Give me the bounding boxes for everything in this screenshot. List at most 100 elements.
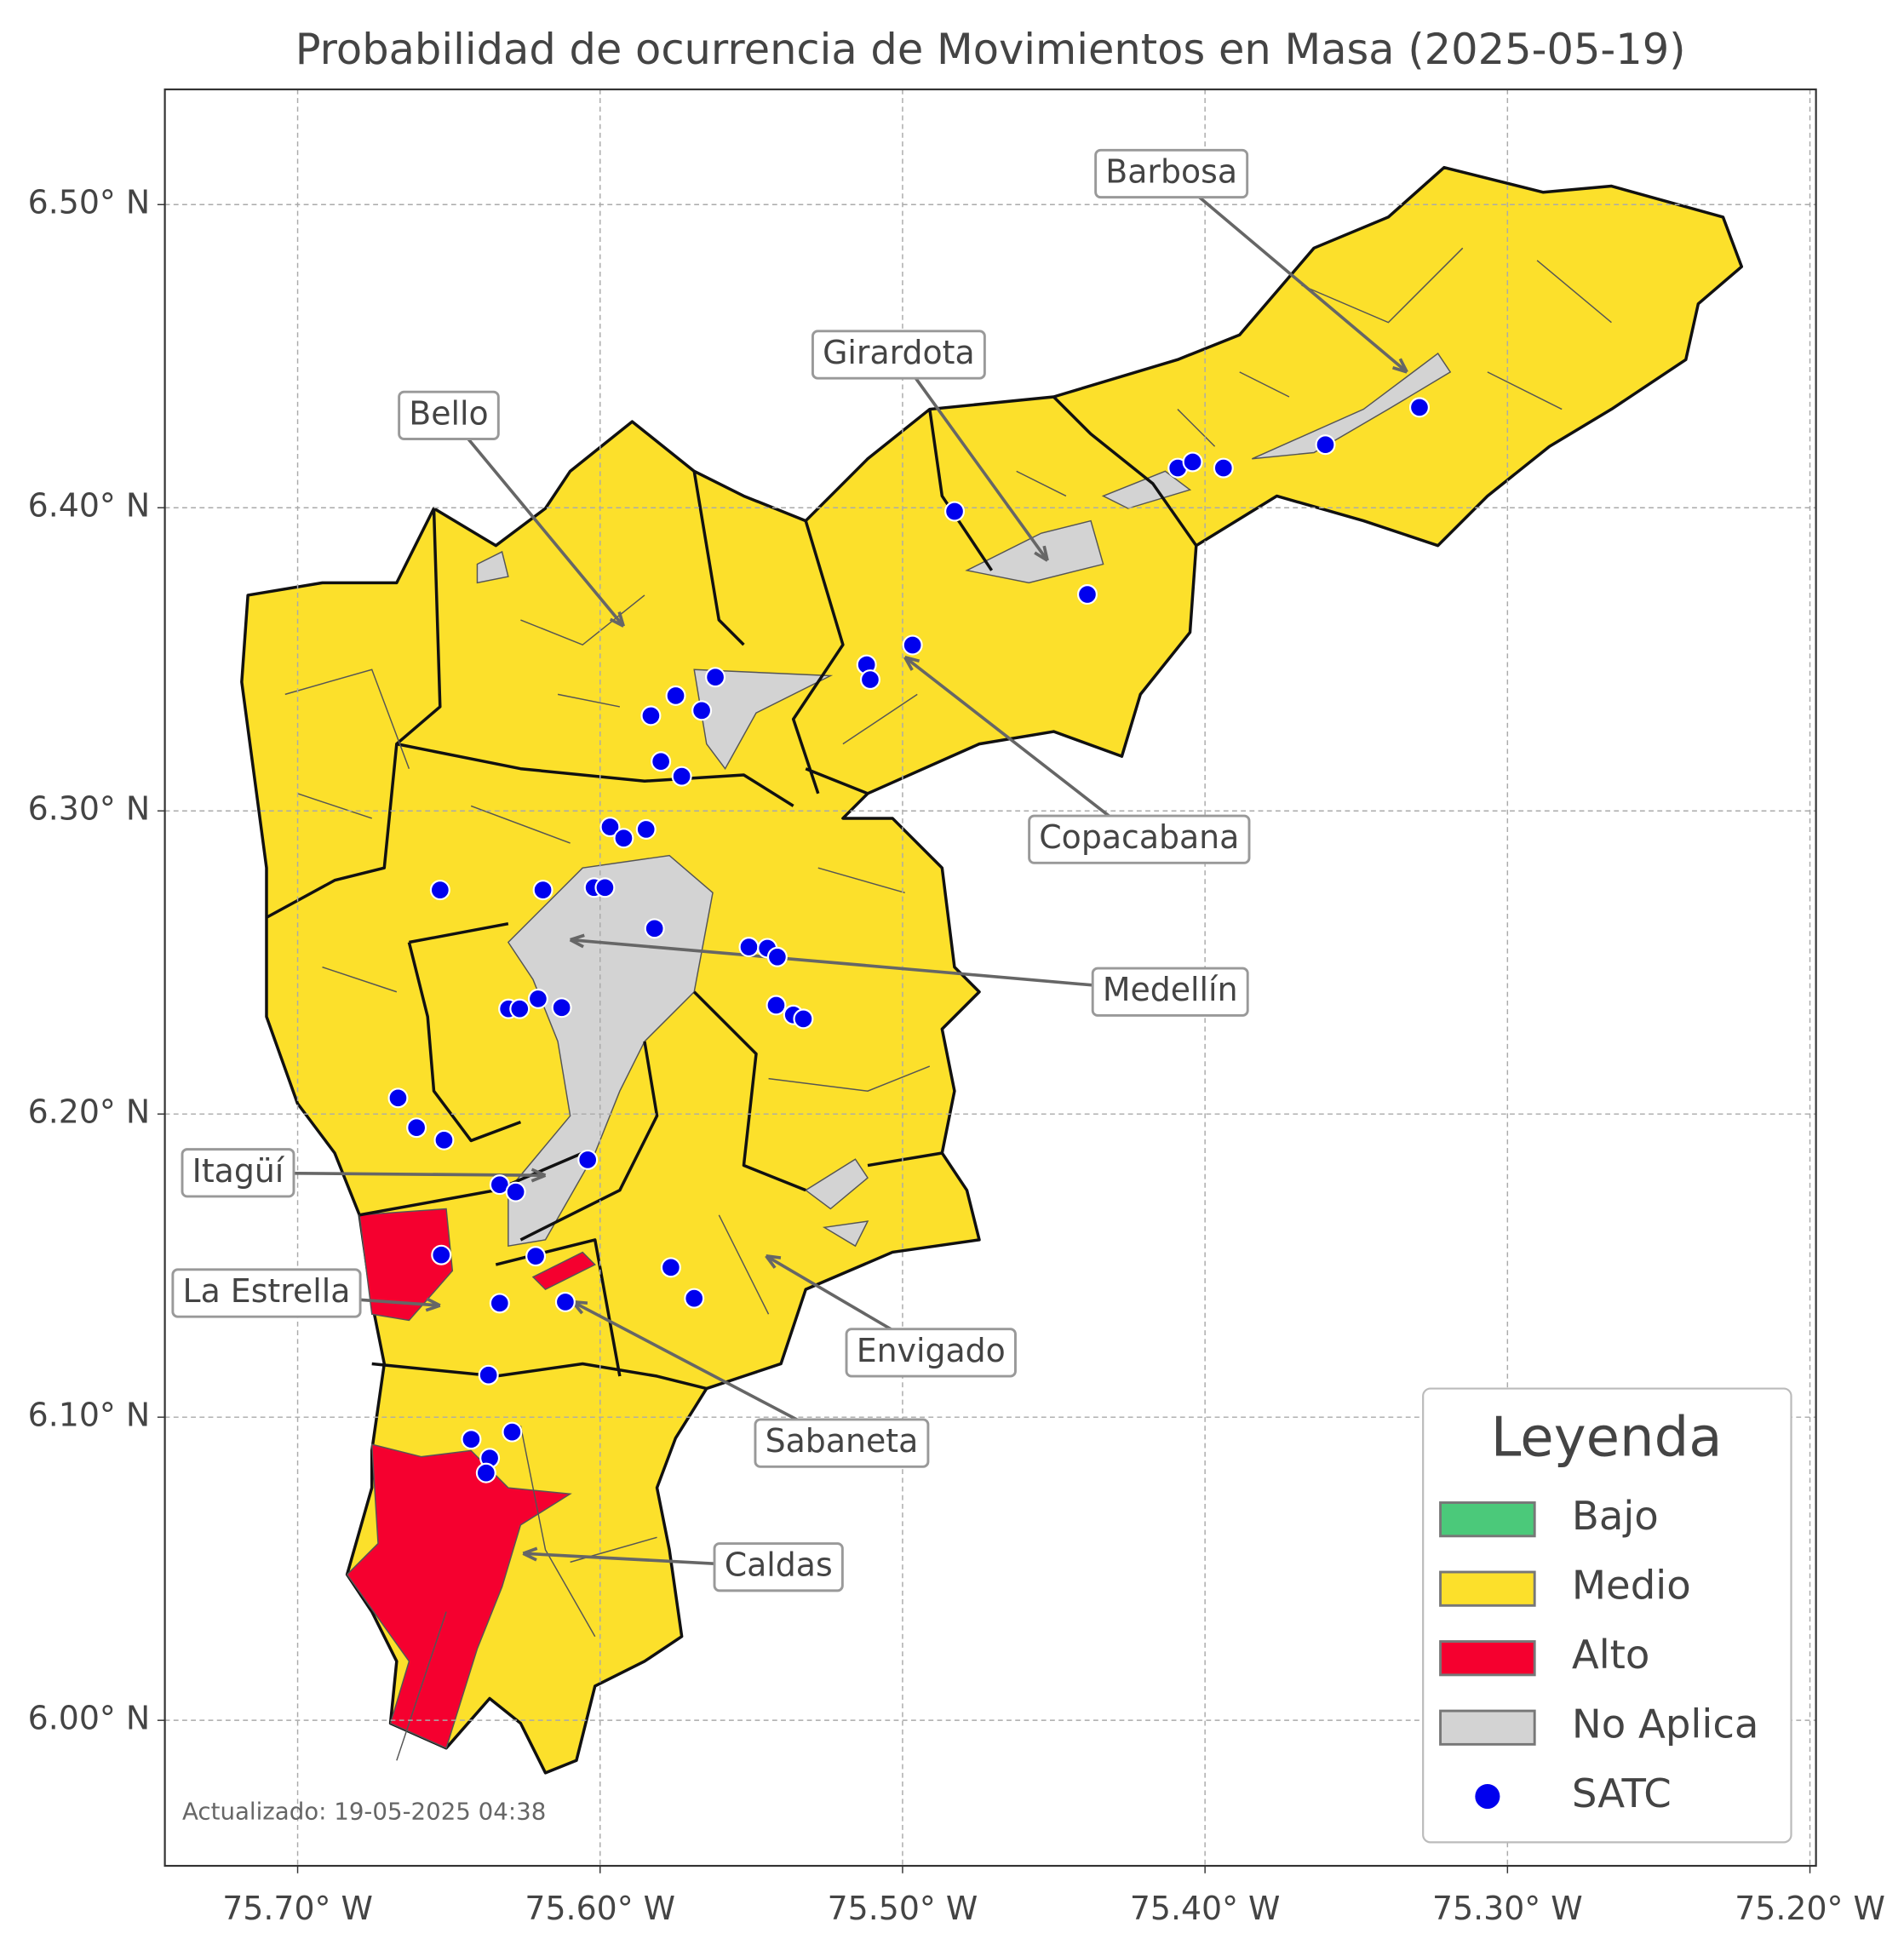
x-tick-label: 75.50° W	[828, 1890, 978, 1927]
station	[433, 1129, 455, 1150]
station	[505, 1181, 526, 1202]
legend-label: Alto	[1572, 1632, 1650, 1678]
annotation-box	[845, 1328, 1017, 1378]
annotation-label: Sabaneta	[766, 1422, 919, 1460]
y-tick-label: 6.20° N	[28, 1093, 150, 1131]
annotation-arrow	[903, 656, 1140, 841]
plot-frame	[163, 88, 1817, 1868]
station	[738, 937, 760, 958]
station	[1213, 457, 1234, 479]
station	[944, 501, 966, 522]
legend-label: SATC	[1572, 1770, 1672, 1816]
station	[671, 766, 692, 787]
annotation-arrow	[897, 353, 1049, 562]
station	[532, 880, 553, 901]
station	[793, 1008, 814, 1030]
station	[429, 880, 450, 901]
annotation-label: Caldas	[725, 1546, 833, 1584]
station	[684, 1288, 705, 1309]
station	[859, 669, 880, 691]
x-tick-label: 75.40° W	[1130, 1890, 1281, 1927]
station	[691, 700, 713, 721]
station	[1182, 451, 1203, 473]
arrow-head	[609, 611, 625, 628]
station	[525, 1246, 547, 1267]
station	[902, 634, 923, 656]
municipal-border	[266, 395, 1198, 1391]
station	[766, 946, 788, 967]
legend: Leyenda Bajo Medio Alto No Aplica SATC	[1422, 1387, 1792, 1844]
annotation-label: Copacabana	[1039, 818, 1239, 856]
legend-title: Leyenda	[1491, 1406, 1723, 1469]
station	[599, 817, 621, 838]
annotation-box	[171, 1268, 362, 1318]
annotations: Barbosa Girardota Bello Copacabana Medellín I…	[171, 148, 1408, 1592]
x-tick-label: 75.60° W	[525, 1890, 675, 1927]
x-tick-label: 75.30° W	[1432, 1890, 1583, 1927]
annotation-label: Bello	[409, 394, 488, 432]
legend-label: Medio	[1572, 1562, 1691, 1608]
arrow-head	[1392, 358, 1408, 374]
arrow-head	[522, 1546, 538, 1562]
arrow-head	[425, 1297, 441, 1312]
station	[594, 877, 616, 898]
station	[651, 751, 672, 772]
legend-swatch	[1439, 1570, 1536, 1607]
annotation-label: La Estrella	[183, 1272, 351, 1310]
station	[1315, 434, 1336, 456]
y-tick-label: 6.10° N	[28, 1397, 150, 1434]
station	[705, 667, 726, 688]
station	[502, 1421, 523, 1443]
station	[613, 828, 634, 849]
station	[461, 1429, 482, 1450]
annotation-box	[754, 1418, 930, 1468]
station	[551, 997, 572, 1018]
annotation-box	[811, 330, 986, 380]
station	[577, 1149, 599, 1170]
station	[766, 995, 787, 1016]
y-tick-label: 6.50° N	[28, 184, 150, 221]
station	[387, 1087, 409, 1109]
annotation-box	[713, 1542, 844, 1592]
station	[478, 1364, 499, 1386]
legend-swatch	[1439, 1501, 1536, 1538]
station	[489, 1293, 510, 1314]
region-alto	[346, 1208, 596, 1749]
y-tick-label: 6.30° N	[28, 790, 150, 828]
arrow-head	[569, 933, 585, 949]
arrow-head	[1034, 545, 1049, 562]
annotation-box	[1094, 148, 1249, 199]
subdivision	[284, 247, 1612, 1761]
station	[554, 1291, 576, 1312]
annotation-box	[398, 390, 500, 440]
station	[1076, 584, 1098, 605]
stations	[387, 397, 1430, 1483]
legend-swatch	[1439, 1709, 1536, 1746]
station	[509, 998, 530, 1019]
regions	[240, 165, 1744, 1775]
x-tick-label: 75.20° W	[1735, 1890, 1885, 1927]
arrow-head	[765, 1254, 782, 1269]
annotation-box	[181, 1148, 295, 1198]
legend-label: No Aplica	[1572, 1701, 1759, 1747]
footnote: Actualizado: 19-05-2025 04:38	[182, 1797, 546, 1825]
arrow-head	[903, 655, 920, 671]
annotation-box	[1028, 814, 1251, 864]
y-tick-label: 6.40° N	[28, 487, 150, 525]
arrow-head	[530, 1168, 547, 1183]
legend-label: Bajo	[1572, 1493, 1659, 1539]
annotation-arrow	[570, 938, 1171, 994]
station	[665, 685, 686, 706]
station	[527, 988, 548, 1009]
station	[406, 1117, 427, 1139]
annotation-label: Barbosa	[1105, 152, 1237, 190]
legend-marker	[1475, 1783, 1500, 1810]
station	[640, 705, 662, 726]
grid	[164, 89, 1816, 1867]
station	[635, 818, 657, 840]
station	[475, 1462, 496, 1483]
station	[431, 1244, 452, 1265]
annotation-label: Girardota	[823, 334, 975, 371]
station	[644, 918, 665, 939]
